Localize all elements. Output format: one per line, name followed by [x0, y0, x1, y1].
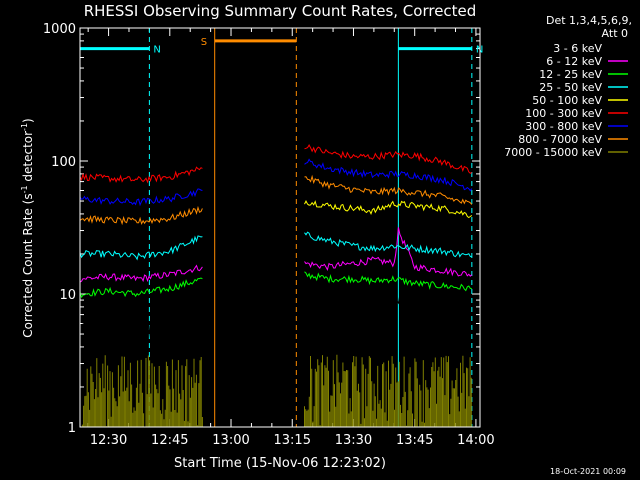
- series-6-12-kev: [79, 264, 203, 283]
- legend-label: 50 - 100 keV: [532, 94, 602, 107]
- footer-date: 18-Oct-2021 00:09: [550, 467, 626, 476]
- series-300-800-kev: [79, 188, 203, 207]
- chart-title: RHESSI Observing Summary Count Rates, Co…: [84, 2, 477, 20]
- y-tick-label: 1: [68, 421, 76, 436]
- series-50-100-kev: [304, 199, 473, 219]
- legend-label: 100 - 300 keV: [525, 107, 602, 120]
- legend-label: 12 - 25 keV: [539, 68, 602, 81]
- y-tick-label: 100: [51, 155, 76, 170]
- y-axis-ticks: 1 10 100 1000: [43, 22, 480, 436]
- legend-label: 800 - 7000 keV: [518, 133, 602, 146]
- series-25-50-kev: [304, 231, 472, 258]
- plot-frame: [79, 27, 481, 428]
- series-3-6-kev: [304, 286, 473, 342]
- series-25-50-kev: [79, 235, 203, 261]
- series-3-6-kev: [79, 304, 203, 341]
- legend-label: 300 - 800 keV: [525, 120, 602, 133]
- x-tick-label: 13:15: [274, 433, 311, 448]
- series-12-25-kev: [79, 277, 203, 299]
- x-tick-label: 13:30: [335, 433, 372, 448]
- annotation-label-n: N: [153, 45, 160, 56]
- y-axis-label: Corrected Count Rate (s-1 detector-1): [20, 118, 35, 337]
- x-tick-label: 12:30: [90, 433, 127, 448]
- series-800-7000-kev: [79, 205, 203, 226]
- y-tick-label: 10: [59, 288, 76, 303]
- legend-header-line-1: Det 1,3,4,5,6,9,: [546, 14, 632, 27]
- legend-label: 6 - 12 keV: [546, 55, 602, 68]
- x-tick-label: 14:00: [457, 433, 494, 448]
- series-6-12-kev: [304, 227, 473, 277]
- series-12-25-kev: [304, 271, 472, 292]
- x-axis-ticks: 12:30 12:45 13:00 13:15 13:30 13:45 14:00: [87, 28, 495, 448]
- legend-label: 7000 - 15000 keV: [504, 146, 602, 159]
- y-tick-label: 1000: [43, 22, 76, 37]
- series-100-300-kev: [79, 166, 203, 184]
- x-tick-label: 13:00: [212, 433, 249, 448]
- series-100-300-kev: [304, 143, 473, 174]
- series-800-7000-kev: [304, 174, 473, 205]
- legend-label: 25 - 50 keV: [539, 81, 602, 94]
- x-tick-label: 13:45: [396, 433, 433, 448]
- series-300-800-kev: [304, 158, 473, 192]
- annotation-label-s: S: [201, 37, 207, 48]
- series-7000-15000-kev: [304, 354, 472, 427]
- x-tick-label: 12:45: [151, 433, 188, 448]
- legend-label: 3 - 6 keV: [553, 42, 602, 55]
- x-axis-label: Start Time (15-Nov-06 12:23:02): [174, 456, 386, 471]
- legend-header-line-2: Att 0: [602, 27, 628, 40]
